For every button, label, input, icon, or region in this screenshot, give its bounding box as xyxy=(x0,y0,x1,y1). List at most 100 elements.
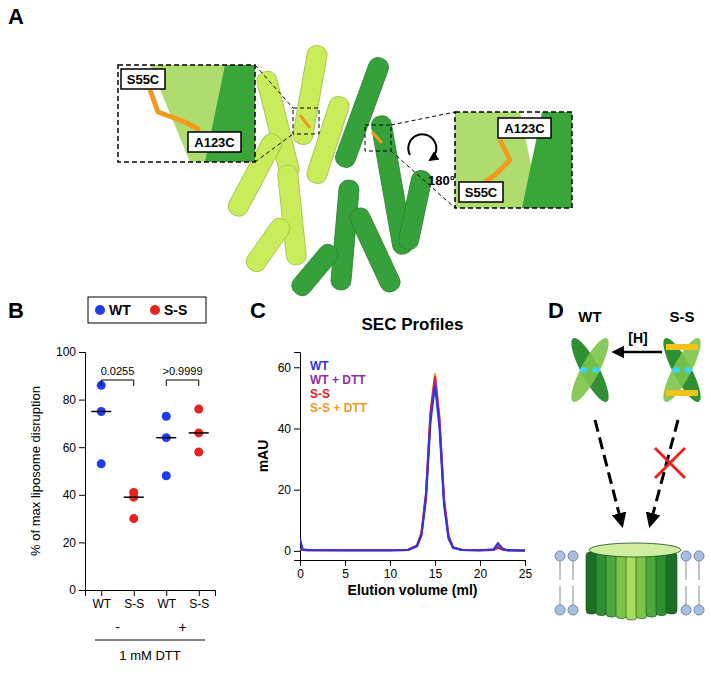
zoom-box xyxy=(365,125,391,151)
tick xyxy=(294,367,300,368)
chart-c: SEC Profiles02040600510152025Elution vol… xyxy=(255,315,532,598)
disulfide xyxy=(372,132,382,143)
panel-label: C xyxy=(250,298,266,323)
x-axis-title: Elution volume (ml) xyxy=(348,582,478,598)
residue-label-box xyxy=(121,69,165,89)
tick xyxy=(525,560,526,566)
pore-subunit xyxy=(646,549,657,617)
tick xyxy=(134,590,135,596)
pore-subunit xyxy=(586,552,597,614)
tick-label: 20 xyxy=(63,536,77,550)
series-line xyxy=(300,380,525,551)
zoom-line xyxy=(391,112,455,125)
interface xyxy=(592,367,600,373)
axis-part: WT xyxy=(92,590,111,611)
axis-part: 20 xyxy=(474,560,488,581)
tick-label: 60 xyxy=(278,361,292,375)
axis-part: 60 xyxy=(63,441,85,455)
lipid-head xyxy=(555,605,565,615)
data-point xyxy=(194,447,203,456)
arrow xyxy=(614,351,662,354)
rotation-label: 180° xyxy=(428,173,455,188)
tick-label: 20 xyxy=(278,483,292,497)
lipid-tail xyxy=(699,561,700,580)
lipid-head xyxy=(681,551,691,561)
legend-label: WT + DTT xyxy=(310,373,366,387)
legend-swatch xyxy=(95,305,105,315)
monomer xyxy=(657,334,707,406)
axis-line xyxy=(79,353,86,591)
residue-label: A123C xyxy=(194,135,235,150)
group-label: - xyxy=(115,619,120,635)
chart-b: 020406080100WTS-SWTS-S-+1 mM DTT% of max… xyxy=(28,297,216,663)
median-line xyxy=(156,437,176,439)
tick xyxy=(79,542,85,543)
lipid-head xyxy=(568,605,578,615)
disulfide xyxy=(300,115,310,128)
diagram-panel: WTS-S[H] xyxy=(555,308,707,620)
monomer xyxy=(565,334,615,406)
tick-label: WT xyxy=(157,597,176,611)
zoom-line xyxy=(391,151,455,208)
p-value: >0.9999 xyxy=(162,365,202,377)
monomer xyxy=(657,334,707,406)
y-axis-title: % of max liposome disruption xyxy=(28,386,43,556)
legend-box xyxy=(88,297,206,323)
helix xyxy=(277,164,307,266)
tick-label: 10 xyxy=(384,567,398,581)
residue-label-box xyxy=(498,118,551,138)
lipid-head xyxy=(555,551,565,561)
lipid-head xyxy=(694,605,704,615)
pore-subunit xyxy=(666,552,677,614)
tick-label: 60 xyxy=(63,441,77,455)
tick-label: S-S xyxy=(124,597,144,611)
lipid-tail xyxy=(573,561,574,580)
axis-part: 100 xyxy=(56,345,85,359)
tick-label: WT xyxy=(92,597,111,611)
median-line xyxy=(124,496,144,498)
axis-part: 10 xyxy=(384,560,398,581)
arrow xyxy=(595,420,622,525)
tick-label: S-S xyxy=(189,597,209,611)
tick xyxy=(101,590,102,596)
legend-label: S-S + DTT xyxy=(310,401,368,415)
chart-title: SEC Profiles xyxy=(361,315,463,334)
block-mark xyxy=(655,448,685,478)
node-label: WT xyxy=(578,308,601,325)
legend-label: WT xyxy=(310,359,329,373)
inset-bond xyxy=(150,90,200,130)
p-value: 0.0255 xyxy=(101,365,135,377)
lipid-head xyxy=(568,551,578,561)
disulfide-bar xyxy=(666,390,698,396)
significance-bracket xyxy=(101,380,134,386)
legend: WTWT + DTTS-SS-S + DTT xyxy=(310,359,368,415)
tick-label: 100 xyxy=(56,345,76,359)
pore-subunit xyxy=(616,548,627,619)
axis-part: 80 xyxy=(63,393,85,407)
inset-frame xyxy=(455,112,572,208)
panel-label: D xyxy=(548,298,564,323)
tick-label: 15 xyxy=(429,567,443,581)
structure-panel: S55CA123CA123CS55C180° xyxy=(118,44,572,299)
tick xyxy=(480,560,481,566)
plot-area xyxy=(300,373,525,550)
inset-bg xyxy=(455,112,572,208)
tick-label: 0 xyxy=(69,583,76,597)
axis-part: 0 xyxy=(284,544,300,558)
data-point xyxy=(162,471,171,480)
axis-part: WT xyxy=(157,590,176,611)
panel-label: A xyxy=(8,4,24,29)
tick xyxy=(294,551,300,552)
tick xyxy=(345,560,346,566)
dimer xyxy=(565,334,615,406)
axis-part: 60 xyxy=(278,361,300,375)
interface xyxy=(672,367,680,373)
tick xyxy=(435,560,436,566)
monomer xyxy=(565,334,615,406)
tick-label: 40 xyxy=(278,422,292,436)
series-line xyxy=(300,386,525,551)
interface xyxy=(580,367,588,373)
residue-label: S55C xyxy=(127,72,160,87)
axis-part: 20 xyxy=(63,536,85,550)
data-point xyxy=(162,412,171,421)
